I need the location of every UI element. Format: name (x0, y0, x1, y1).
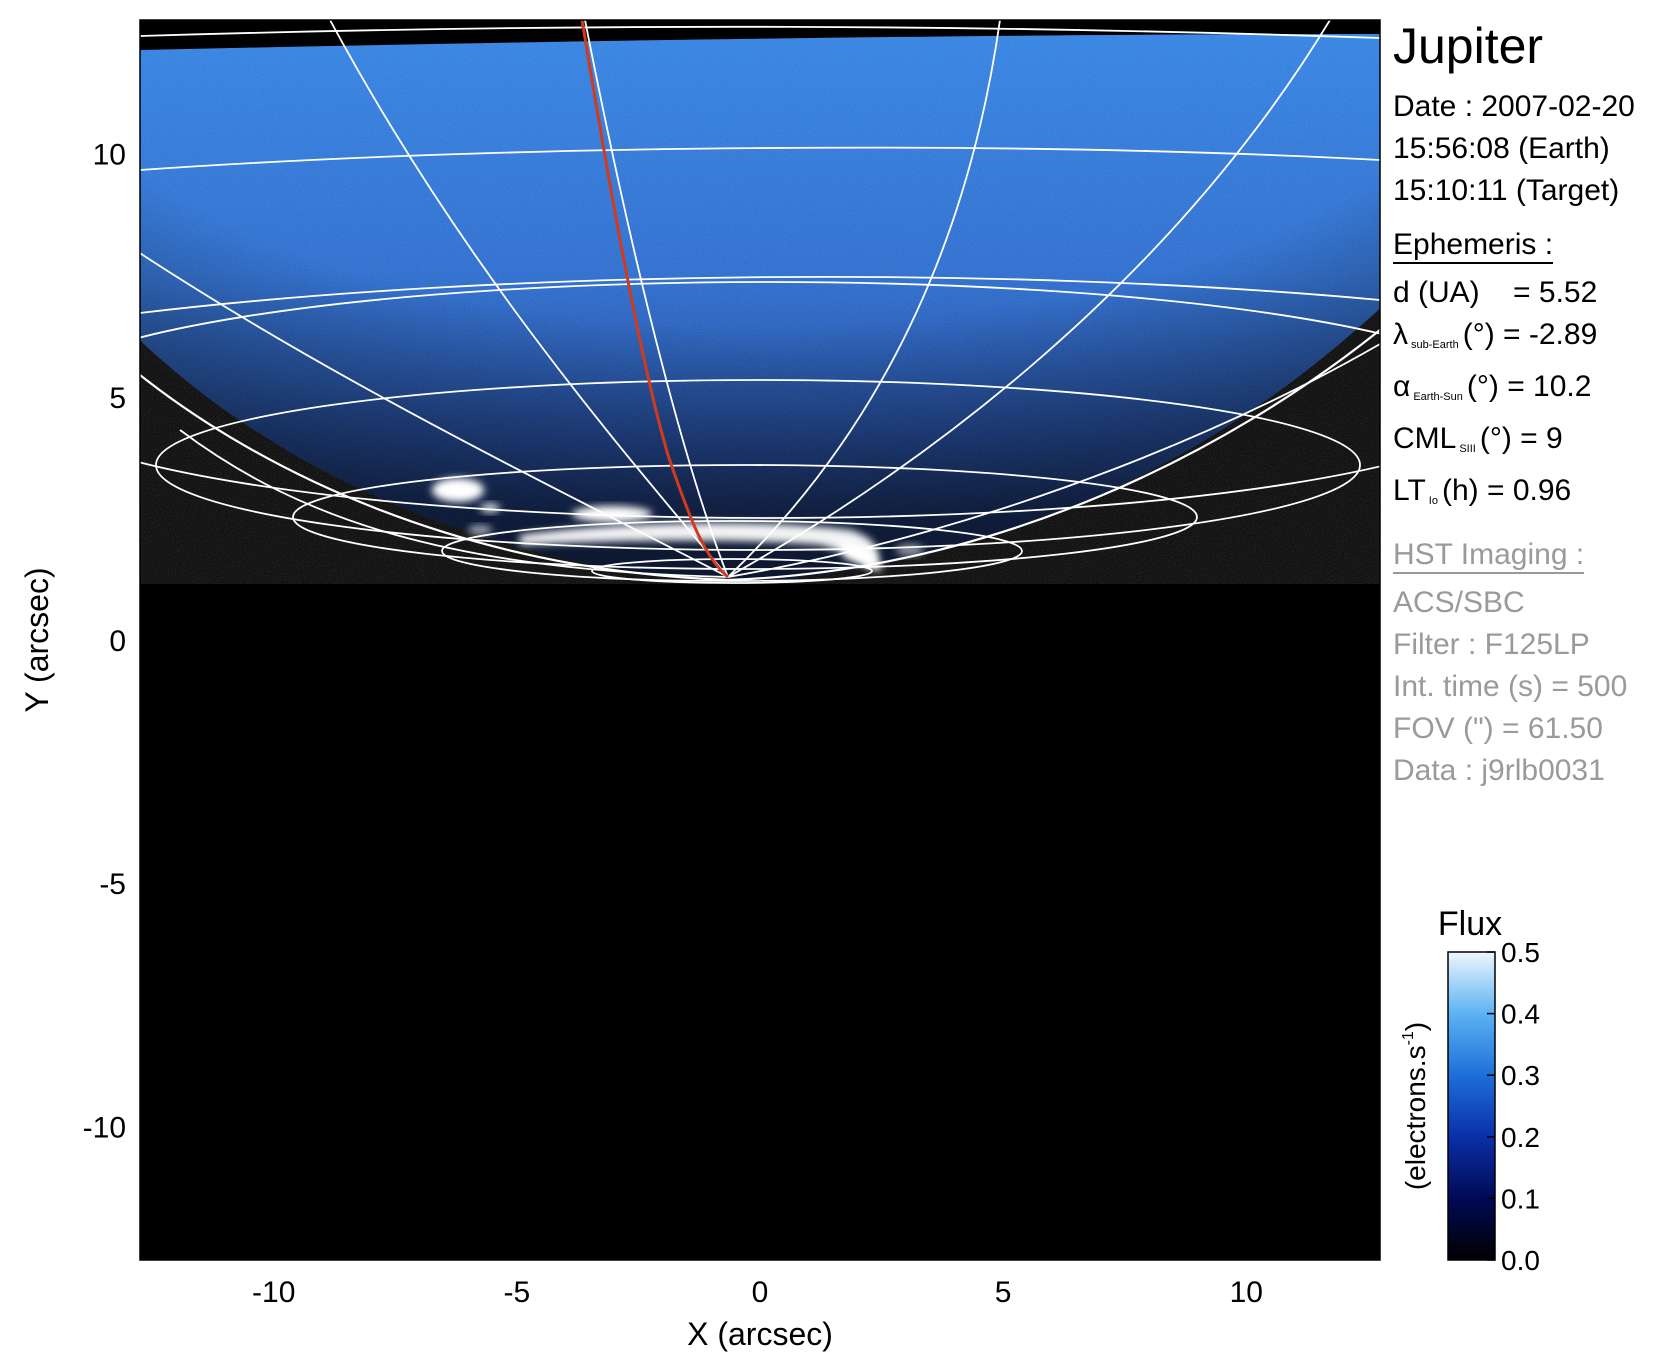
io-footprint-trace (580, 20, 729, 579)
x-tick-label: -10 (252, 1276, 295, 1309)
y-tick-label: -5 (99, 868, 126, 901)
y-axis-ticks: -10 -5 0 5 10 (83, 139, 126, 1145)
plot-frame (139, 19, 1381, 1261)
colorbar-tick-label: 0.0 (1501, 1245, 1540, 1276)
target-time: 15:10:11 (Target) (1393, 174, 1620, 207)
phase-angle-line: α Earth-Sun (°) = 10.2 (1393, 370, 1592, 403)
colorbar-tick-label: 0.3 (1501, 1060, 1540, 1091)
colorbar-tick-label: 0.4 (1501, 999, 1540, 1030)
sub-earth-latitude-line: λ sub-Earth (°) = -2.89 (1393, 318, 1598, 351)
x-tick-label: 10 (1230, 1276, 1263, 1309)
x-tick-label: 0 (752, 1276, 769, 1309)
aurora-emission (432, 478, 924, 572)
imaging-section: HST Imaging : ACS/SBC Filter : F125LP In… (1393, 534, 1673, 792)
colorbar-tick-label: 0.5 (1501, 937, 1540, 968)
x-tick-label: 5 (995, 1276, 1012, 1309)
top-dark-band (140, 20, 1380, 50)
ephemeris-heading: Ephemeris : (1393, 228, 1554, 264)
io-local-time-line: LT Io (h) = 0.96 (1393, 474, 1572, 507)
y-tick-label: 0 (109, 625, 126, 658)
colorbar-unit: (electrons.s-1) (1400, 1022, 1431, 1190)
fov-line: FOV (") = 61.50 (1393, 712, 1603, 745)
y-axis-title: Y (arcsec) (19, 567, 55, 712)
instrument-line: ACS/SBC (1393, 586, 1525, 619)
ephemeris-section: Ephemeris : d (UA) = 5.52 λ sub-Earth (°) … (1393, 224, 1673, 522)
x-axis-title: X (arcsec) (687, 1316, 833, 1352)
cml-line: CML SIII (°) = 9 (1393, 422, 1563, 455)
filter-line: Filter : F125LP (1393, 628, 1590, 661)
colorbar-ticks: 0.0 0.1 0.2 0.3 0.4 0.5 (1487, 937, 1540, 1276)
colorbar (1447, 951, 1496, 1261)
x-tick-label: -5 (504, 1276, 531, 1309)
coordinate-grid (140, 20, 1380, 584)
imaging-heading: HST Imaging : (1393, 538, 1585, 574)
y-tick-label: -10 (83, 1111, 126, 1144)
y-tick-label: 5 (109, 382, 126, 415)
info-panel: Jupiter Date : 2007-02-20 15:56:08 (Eart… (1393, 16, 1673, 792)
colorbar-tick-label: 0.1 (1501, 1183, 1540, 1214)
integration-time-line: Int. time (s) = 500 (1393, 670, 1628, 703)
target-name: Jupiter (1393, 18, 1544, 74)
earth-time: 15:56:08 (Earth) (1393, 132, 1610, 165)
data-id-line: Data : j9rlb0031 (1393, 754, 1605, 787)
planet-limb-darkening (140, 20, 1380, 584)
colorbar-title: Flux (1438, 905, 1502, 943)
x-axis-ticks: -10 -5 0 5 10 (252, 1276, 1263, 1309)
colorbar-tick-label: 0.2 (1501, 1122, 1540, 1153)
date-line: Date : 2007-02-20 (1393, 90, 1635, 123)
distance-line: d (UA) = 5.52 (1393, 276, 1598, 309)
y-tick-label: 10 (93, 139, 126, 172)
